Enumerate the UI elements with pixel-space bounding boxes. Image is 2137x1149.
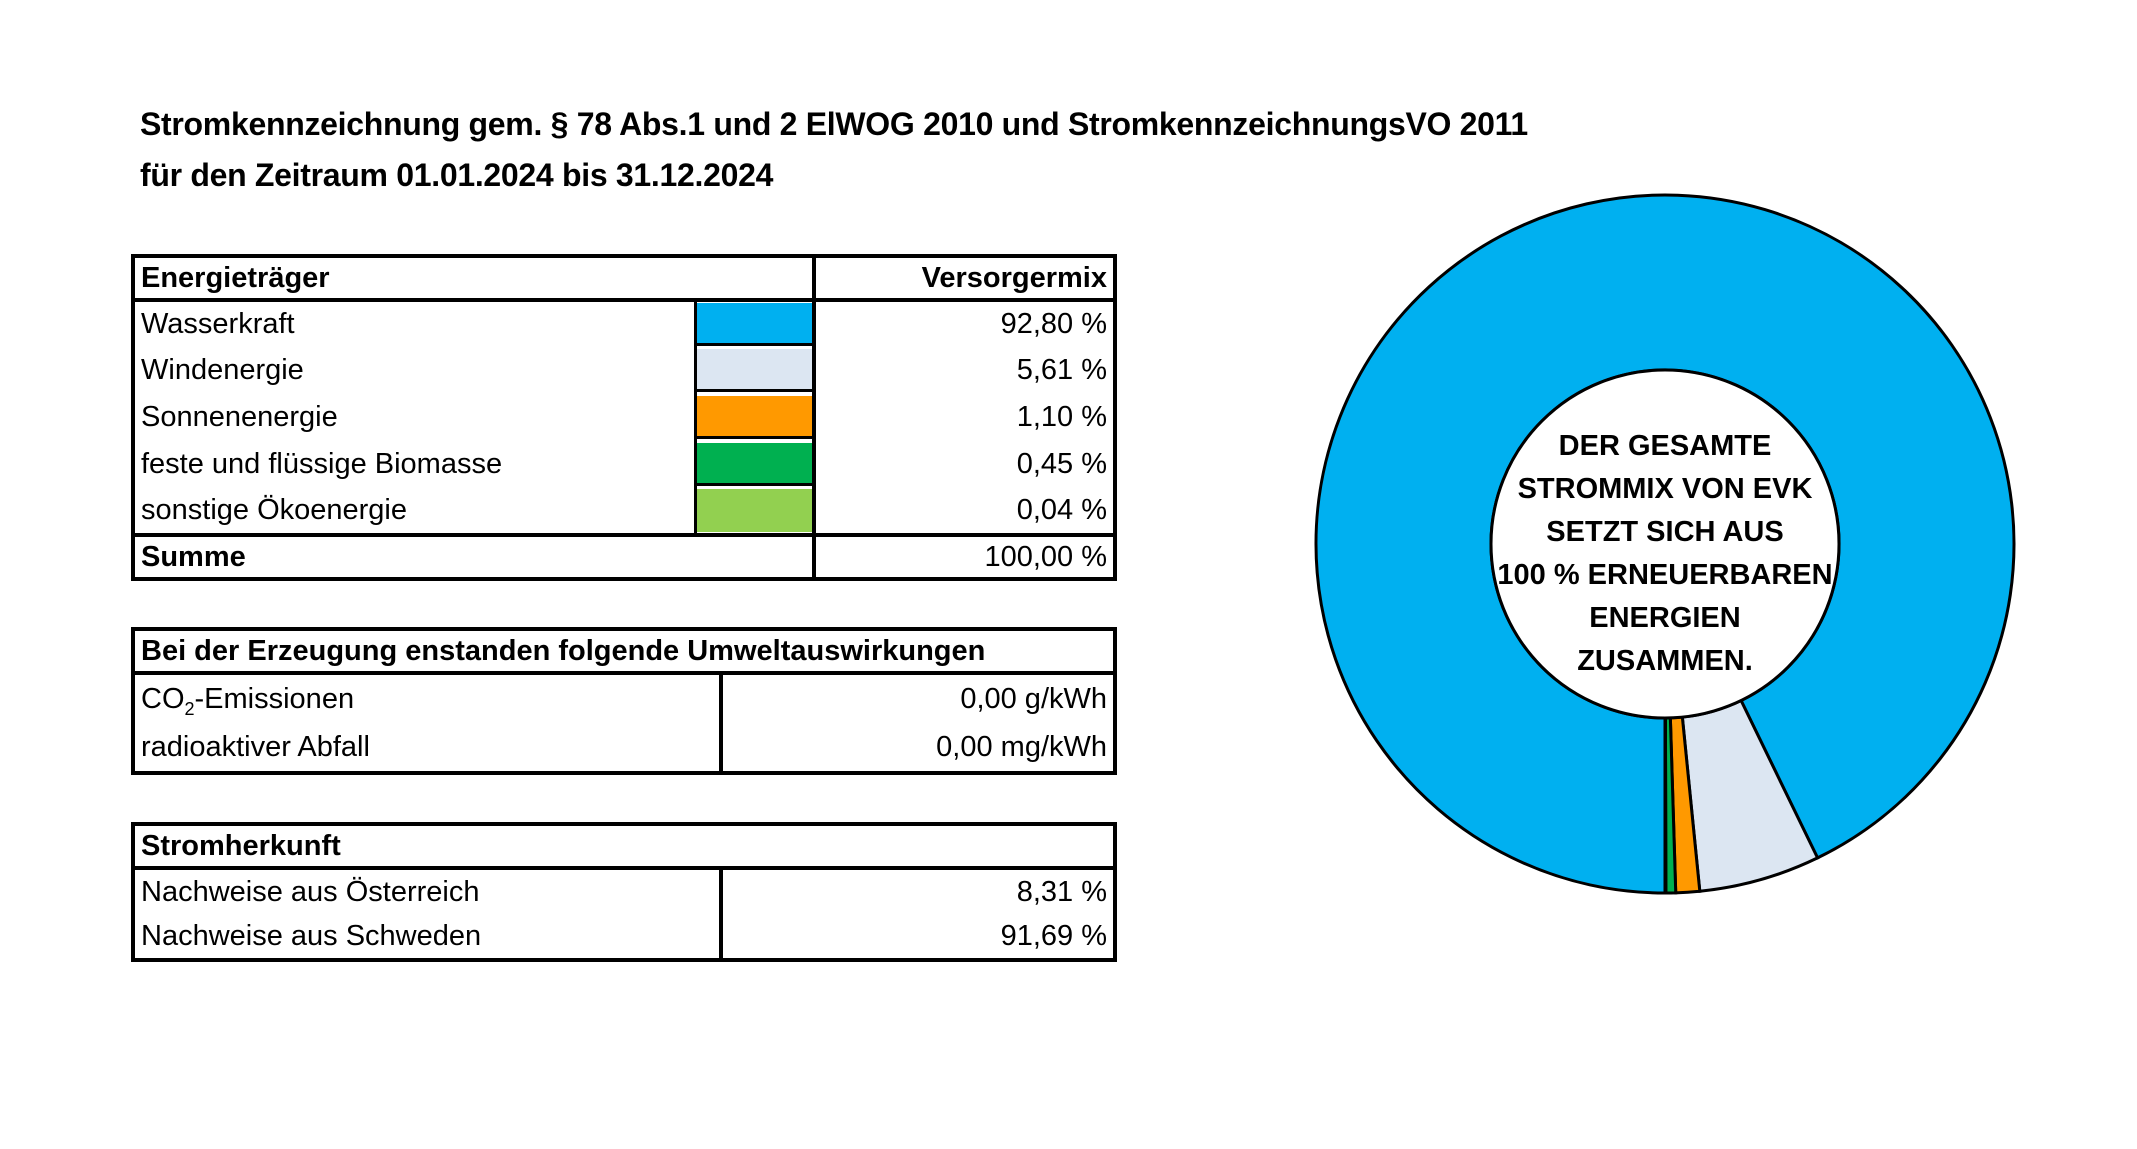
energy-label: sonstige Ökoenergie	[141, 494, 407, 526]
energy-value: 0,45 %	[811, 441, 1115, 488]
page-title-line1: Stromkennzeichnung gem. § 78 Abs.1 und 2…	[140, 106, 1528, 142]
origin-value: 8,31 %	[719, 868, 1115, 914]
origin-table: Stromherkunft Nachweise aus Österreich 8…	[131, 822, 1117, 962]
header-supplier-mix: Versorgermix	[811, 256, 1115, 302]
environment-title: Bei der Erzeugung enstanden folgende Umw…	[133, 629, 1115, 675]
radioactive-value: 0,00 mg/kWh	[719, 723, 1115, 773]
table-row: Sonnenenergie 1,10 %	[133, 394, 1115, 441]
energy-value: 92,80 %	[811, 300, 1115, 347]
energy-label: Wasserkraft	[141, 308, 295, 340]
energy-label: Windenergie	[141, 354, 304, 386]
table-row: Nachweise aus Schweden 91,69 %	[133, 914, 1115, 960]
color-swatch-sonnenenergie	[694, 394, 814, 441]
table-row: CO2-Emissionen 0,00 g/kWh	[133, 673, 1115, 723]
environment-table: Bei der Erzeugung enstanden folgende Umw…	[131, 627, 1117, 775]
origin-title: Stromherkunft	[133, 824, 1115, 870]
origin-label: Nachweise aus Schweden	[141, 919, 482, 952]
page-title-line2: für den Zeitraum 01.01.2024 bis 31.12.20…	[140, 157, 774, 193]
color-swatch-windenergie	[694, 347, 814, 394]
color-swatch-wasserkraft	[694, 300, 814, 347]
co2-value: 0,00 g/kWh	[719, 673, 1115, 723]
table-row: Wasserkraft 92,80 %	[133, 300, 1115, 347]
table-row: radioaktiver Abfall 0,00 mg/kWh	[133, 723, 1115, 773]
energy-mix-table: Energieträger Versorgermix Wasserkraft 9…	[131, 254, 1117, 581]
table-row: Nachweise aus Österreich 8,31 %	[133, 868, 1115, 914]
energy-value: 5,61 %	[811, 347, 1115, 394]
color-swatch-biomasse	[694, 441, 814, 488]
energy-mix-donut-chart	[1314, 193, 2016, 895]
co2-label: CO2-Emissionen	[141, 682, 355, 719]
table-row: feste und flüssige Biomasse 0,45 %	[133, 441, 1115, 488]
donut-center-text: DER GESAMTE STROMMIX VON EVK SETZT SICH …	[1497, 430, 1833, 677]
table-row: Windenergie 5,61 %	[133, 347, 1115, 394]
donut-hole	[1489, 368, 1841, 720]
sum-row: Summe 100,00 %	[133, 533, 1115, 579]
radioactive-label: radioaktiver Abfall	[141, 730, 370, 763]
sum-value: 100,00 %	[811, 533, 1115, 579]
energy-label: Sonnenenergie	[141, 401, 338, 433]
origin-label: Nachweise aus Österreich	[141, 875, 480, 908]
energy-value: 0,04 %	[811, 488, 1115, 535]
sum-label: Summe	[133, 533, 814, 579]
donut-slice-sonstige-ökoenergie	[1663, 716, 1668, 895]
color-swatch-oekoenergie	[694, 488, 814, 535]
energy-value: 1,10 %	[811, 394, 1115, 441]
table-row: sonstige Ökoenergie 0,04 %	[133, 488, 1115, 535]
origin-value: 91,69 %	[719, 914, 1115, 960]
header-energy-source: Energieträger	[133, 256, 814, 302]
energy-label: feste und flüssige Biomasse	[141, 448, 503, 480]
